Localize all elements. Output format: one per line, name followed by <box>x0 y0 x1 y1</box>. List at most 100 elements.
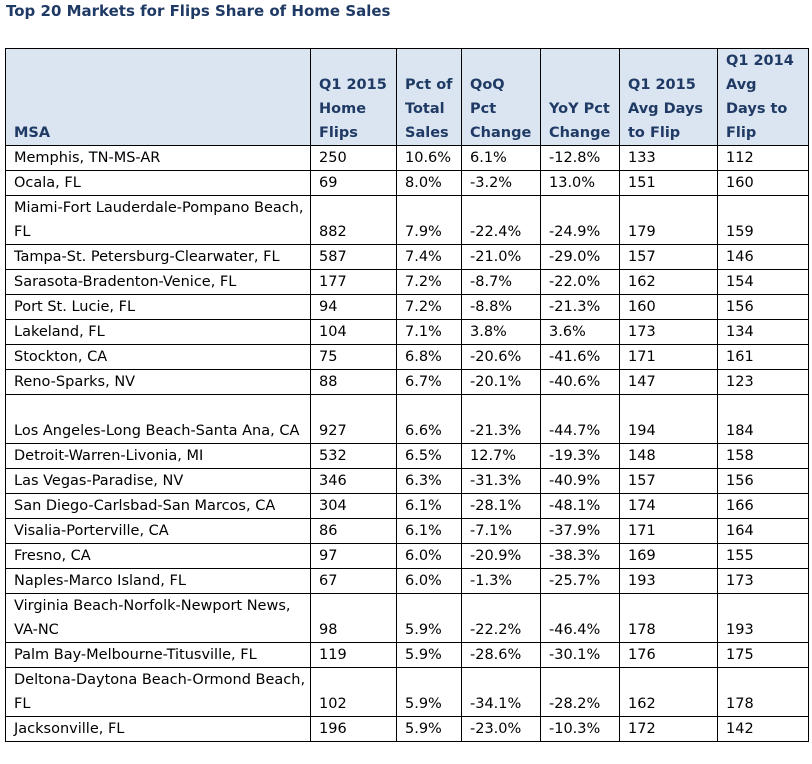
qoq-change-cell: -20.9% <box>461 543 541 569</box>
column-header-qoq-pct-change: QoQ Pct Change <box>461 48 541 146</box>
home-flips-cell: 75 <box>310 344 397 370</box>
table-row: Los Angeles-Long Beach-Santa Ana, CA 927 6… <box>5 394 809 444</box>
avg-days-2014-cell: 146 <box>717 244 809 270</box>
yoy-change-cell: -29.0% <box>540 244 620 270</box>
header-text: MSA <box>14 125 51 141</box>
header-text: Q1 2014 <box>726 53 794 69</box>
home-flips-cell: 67 <box>310 568 397 594</box>
pct-total-sales-cell: 6.7% <box>396 369 462 395</box>
home-flips-cell: 88 <box>310 369 397 395</box>
avg-days-2014-cell: 184 <box>717 394 809 444</box>
pct-total-sales-cell: 7.2% <box>396 269 462 295</box>
table-header: MSA Q1 2015 Home Flips Pct of Total Sales QoQ Pc… <box>5 48 809 146</box>
qoq-change-cell: -7.1% <box>461 518 541 544</box>
header-text: Days to <box>726 101 788 117</box>
header-text: Total <box>405 101 445 117</box>
avg-days-2014-cell: 175 <box>717 642 809 668</box>
home-flips-cell: 346 <box>310 468 397 494</box>
msa-cell: Palm Bay-Melbourne-Titusville, FL <box>5 642 311 668</box>
qoq-change-cell: -28.1% <box>461 493 541 519</box>
header-row: MSA Q1 2015 Home Flips Pct of Total Sales QoQ Pc… <box>5 48 809 146</box>
qoq-change-cell: -23.0% <box>461 716 541 742</box>
qoq-change-cell: -34.1% <box>461 667 541 717</box>
avg-days-2014-cell: 154 <box>717 269 809 295</box>
table-row: Sarasota-Bradenton-Venice, FL 177 7.2% -8.7… <box>5 269 809 295</box>
qoq-change-cell: -22.2% <box>461 593 541 643</box>
yoy-change-cell: -21.3% <box>540 294 620 320</box>
avg-days-2015-cell: 176 <box>619 642 718 668</box>
table-row: Visalia-Porterville, CA 86 6.1% -7.1% -37.9%… <box>5 518 809 544</box>
yoy-change-cell: -25.7% <box>540 568 620 594</box>
header-text: Q1 2015 <box>319 77 387 93</box>
msa-cell: Tampa-St. Petersburg-Clearwater, FL <box>5 244 311 270</box>
qoq-change-cell: -21.0% <box>461 244 541 270</box>
column-header-msa: MSA <box>5 48 311 146</box>
avg-days-2014-cell: 156 <box>717 294 809 320</box>
home-flips-cell: 587 <box>310 244 397 270</box>
markets-table: MSA Q1 2015 Home Flips Pct of Total Sales QoQ Pc… <box>5 48 809 742</box>
home-flips-cell: 86 <box>310 518 397 544</box>
pct-total-sales-cell: 5.9% <box>396 642 462 668</box>
pct-total-sales-cell: 6.3% <box>396 468 462 494</box>
yoy-change-cell: 3.6% <box>540 319 620 345</box>
msa-cell: Memphis, TN-MS-AR <box>5 145 311 171</box>
msa-cell: Fresno, CA <box>5 543 311 569</box>
column-header-q1-2015-home-flips: Q1 2015 Home Flips <box>310 48 397 146</box>
qoq-change-cell: -3.2% <box>461 170 541 196</box>
avg-days-2015-cell: 178 <box>619 593 718 643</box>
pct-total-sales-cell: 7.9% <box>396 195 462 245</box>
pct-total-sales-cell: 6.0% <box>396 543 462 569</box>
table-row: Palm Bay-Melbourne-Titusville, FL 119 5.9%… <box>5 642 809 668</box>
column-header-q1-2014-avg-days-to-flip: Q1 2014 Avg Days to Flip <box>717 48 809 146</box>
msa-cell: Port St. Lucie, FL <box>5 294 311 320</box>
avg-days-2015-cell: 157 <box>619 244 718 270</box>
qoq-change-cell: -21.3% <box>461 394 541 444</box>
msa-cell: Ocala, FL <box>5 170 311 196</box>
avg-days-2015-cell: 147 <box>619 369 718 395</box>
qoq-change-cell: -22.4% <box>461 195 541 245</box>
msa-cell: San Diego-Carlsbad-San Marcos, CA <box>5 493 311 519</box>
pct-total-sales-cell: 6.0% <box>396 568 462 594</box>
yoy-change-cell: -30.1% <box>540 642 620 668</box>
yoy-change-cell: -19.3% <box>540 443 620 469</box>
pct-total-sales-cell: 6.8% <box>396 344 462 370</box>
avg-days-2015-cell: 173 <box>619 319 718 345</box>
header-text: to Flip <box>628 125 681 141</box>
avg-days-2014-cell: 178 <box>717 667 809 717</box>
pct-total-sales-cell: 6.1% <box>396 518 462 544</box>
msa-cell: Virginia Beach-Norfolk-Newport News, VA-… <box>5 593 311 643</box>
msa-cell: Las Vegas-Paradise, NV <box>5 468 311 494</box>
qoq-change-cell: 12.7% <box>461 443 541 469</box>
avg-days-2015-cell: 162 <box>619 269 718 295</box>
pct-total-sales-cell: 6.6% <box>396 394 462 444</box>
home-flips-cell: 250 <box>310 145 397 171</box>
yoy-change-cell: -10.3% <box>540 716 620 742</box>
avg-days-2014-cell: 166 <box>717 493 809 519</box>
avg-days-2014-cell: 173 <box>717 568 809 594</box>
avg-days-2014-cell: 159 <box>717 195 809 245</box>
msa-cell: Sarasota-Bradenton-Venice, FL <box>5 269 311 295</box>
avg-days-2015-cell: 171 <box>619 344 718 370</box>
pct-total-sales-cell: 5.9% <box>396 593 462 643</box>
home-flips-cell: 196 <box>310 716 397 742</box>
msa-cell: Jacksonville, FL <box>5 716 311 742</box>
yoy-change-cell: -37.9% <box>540 518 620 544</box>
table-row: Virginia Beach-Norfolk-Newport News, VA-… <box>5 593 809 643</box>
table-row: Miami-Fort Lauderdale-Pompano Beach, FL 8… <box>5 195 809 245</box>
header-text: YoY Pct <box>549 101 610 117</box>
yoy-change-cell: -41.6% <box>540 344 620 370</box>
table-row: Naples-Marco Island, FL 67 6.0% -1.3% -25.7%… <box>5 568 809 594</box>
msa-cell: Visalia-Porterville, CA <box>5 518 311 544</box>
yoy-change-cell: -24.9% <box>540 195 620 245</box>
avg-days-2014-cell: 123 <box>717 369 809 395</box>
yoy-change-cell: -48.1% <box>540 493 620 519</box>
avg-days-2015-cell: 174 <box>619 493 718 519</box>
table-row: Ocala, FL 69 8.0% -3.2% 13.0% 151 160 <box>5 170 809 196</box>
msa-cell: Naples-Marco Island, FL <box>5 568 311 594</box>
avg-days-2015-cell: 151 <box>619 170 718 196</box>
header-text: Avg <box>726 77 757 93</box>
home-flips-cell: 102 <box>310 667 397 717</box>
header-text: Flips <box>319 125 358 141</box>
header-text: QoQ <box>470 77 505 93</box>
column-header-pct-of-total-sales: Pct of Total Sales <box>396 48 462 146</box>
